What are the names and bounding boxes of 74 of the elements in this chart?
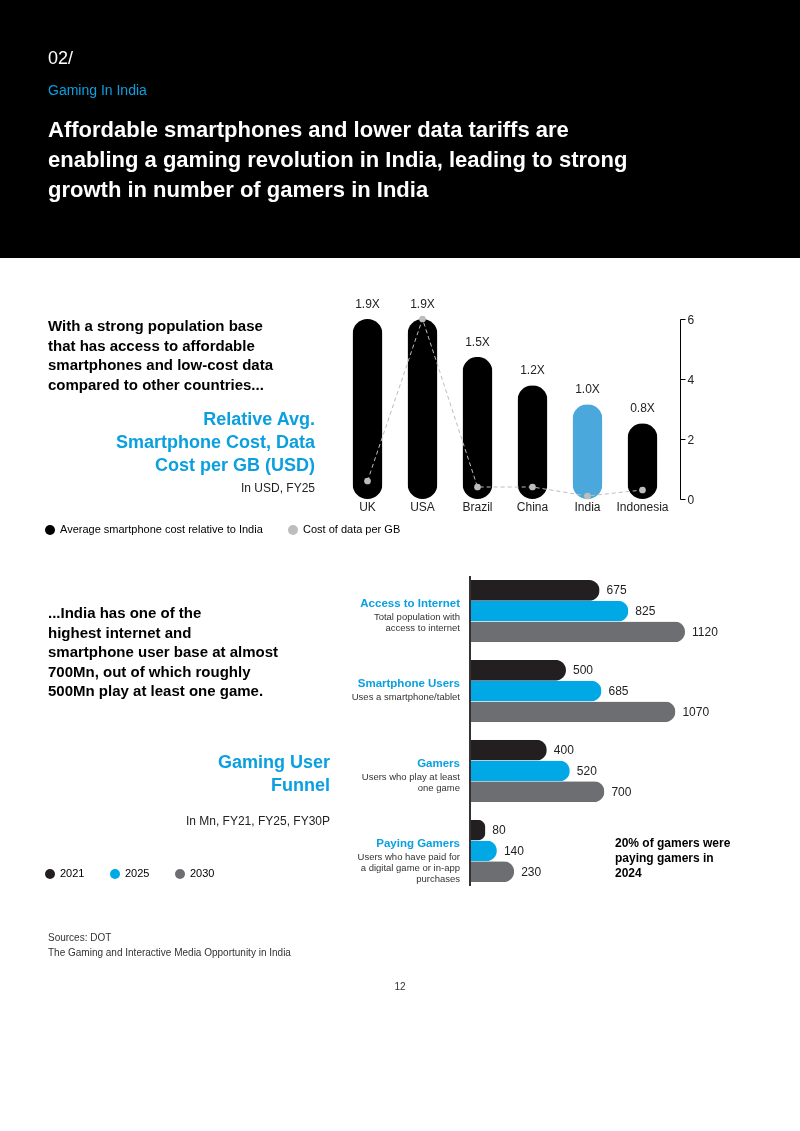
bar — [470, 621, 685, 643]
point — [419, 315, 426, 323]
y2-tick-label: 6 — [687, 312, 695, 327]
data-label: 520 — [576, 763, 598, 778]
y-tick-label: Gamers — [417, 756, 460, 769]
legend-label: 2025 — [125, 867, 150, 879]
legend-label: 2030 — [190, 867, 215, 879]
bar — [470, 781, 605, 803]
y2-tick-label: 2 — [687, 432, 695, 447]
bar — [470, 739, 547, 761]
data-label: 1120 — [692, 624, 719, 639]
bar — [462, 356, 493, 499]
bar — [517, 385, 548, 499]
text: ...India has one of the highest internet and smartphone user base at almost 700Mn, out of which roughly 500Mn play at least one game. — [48, 604, 279, 699]
x-tick-label: UK — [359, 499, 376, 514]
text: Gaming User Funnel — [217, 752, 330, 795]
data-label: 1.9X — [410, 297, 435, 311]
annotation: 20% of gamers were paying gamers in 2024 — [615, 836, 731, 880]
bar — [470, 600, 629, 622]
text: Users who have paid for a digital game or in-app purchases — [357, 850, 461, 884]
x-tick-label: Indonesia — [616, 499, 669, 514]
legend-label: 2021 — [60, 867, 85, 879]
data-label: 0.8X — [630, 401, 655, 416]
y2-tick-label: 0 — [687, 492, 695, 507]
point — [639, 486, 646, 494]
legend-label: Average smartphone cost relative to India — [60, 523, 264, 535]
y-tick-label: Access to Internet — [360, 597, 461, 610]
point — [474, 483, 481, 491]
text: Gaming In India — [48, 82, 148, 98]
y-tick-label: Smartphone Users — [357, 677, 460, 690]
text: In USD, FY25 — [240, 481, 316, 495]
data-label: 700 — [611, 784, 632, 799]
y2-tick-label: 4 — [687, 372, 695, 387]
legend-label: Cost of data per GB — [303, 523, 401, 535]
x-tick-label: Brazil — [462, 499, 493, 514]
data-label: 1070 — [682, 704, 710, 719]
bar — [470, 579, 600, 601]
x-tick-label: China — [516, 499, 549, 514]
point — [584, 492, 591, 500]
data-label: 1.9X — [355, 297, 380, 311]
text: 12 — [394, 981, 406, 992]
bar — [407, 319, 438, 499]
point — [364, 477, 371, 485]
text: Total population with access to internet — [373, 611, 461, 634]
text: Affordable smartphones and lower data tariffs are enabling a gaming revolution in India, leading to strong growth in number of gamers in India — [48, 117, 628, 202]
source-note: Sources: DOT — [48, 932, 112, 943]
data-label: 230 — [521, 864, 542, 879]
data-label: 685 — [608, 684, 629, 699]
data-label: 675 — [606, 583, 627, 598]
data-label: 140 — [503, 843, 525, 858]
bar — [470, 680, 602, 702]
y-tick-label: Paying Gamers — [376, 836, 460, 849]
text: 02/ — [48, 48, 74, 68]
text: Relative Avg. Smartphone Cost, Data Cost per GB (USD) — [115, 409, 316, 475]
bar — [627, 423, 658, 499]
bar — [470, 760, 570, 782]
text: In Mn, FY21, FY25, FY30P — [185, 814, 330, 828]
data-label: 80 — [492, 823, 507, 838]
data-label: 1.0X — [575, 382, 600, 397]
bar — [470, 659, 566, 681]
bar — [352, 319, 383, 499]
text: Uses a smartphone/tablet — [351, 691, 461, 703]
data-label: 1.2X — [520, 363, 545, 378]
point — [529, 483, 536, 491]
bar — [470, 701, 676, 723]
x-tick-label: India — [574, 499, 601, 514]
data-label: 1.5X — [465, 334, 490, 349]
x-tick-label: USA — [410, 499, 435, 514]
data-label: 400 — [553, 743, 575, 758]
text: With a strong population base that has access to affordable smartphones and low-cost data compared to other countries... — [48, 317, 274, 393]
text: The Gaming and Interactive Media Opportunity in India — [48, 947, 292, 958]
data-label: 500 — [572, 663, 594, 678]
data-label: 825 — [635, 604, 656, 619]
text: Users who play at least one game — [361, 770, 461, 793]
